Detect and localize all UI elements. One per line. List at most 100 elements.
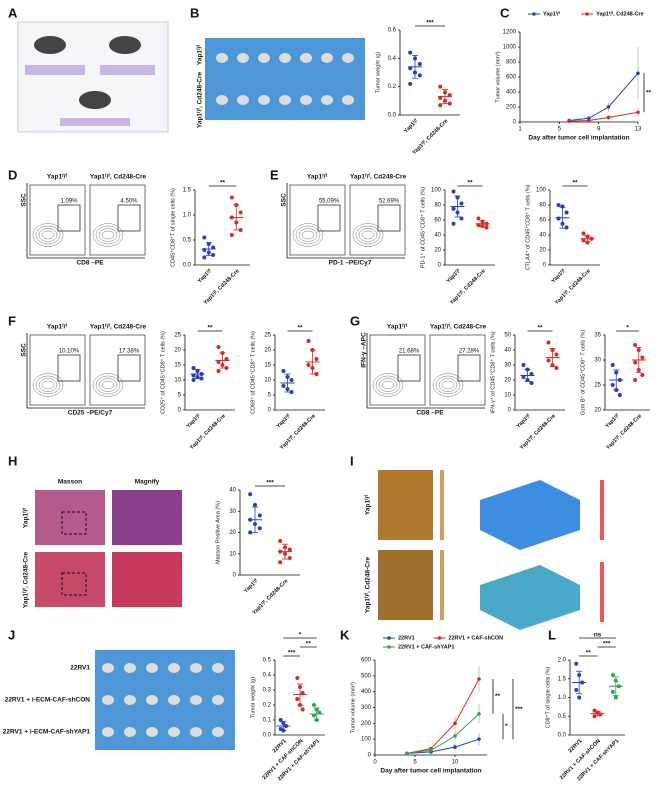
data-point: [306, 339, 311, 343]
data-point: [295, 697, 300, 701]
contour: [32, 373, 64, 397]
y-tick-label: 10: [264, 378, 271, 384]
legend-label: Yap1ᶠ/ᶠ: [543, 10, 561, 17]
y-tick-label: 5: [178, 393, 182, 399]
tumor: [124, 695, 136, 705]
data-point: [453, 721, 457, 726]
contour: [375, 375, 401, 395]
panel-letter: D: [8, 167, 17, 182]
data-point: [429, 748, 433, 753]
data-point: [278, 718, 283, 722]
panel-letter: J: [8, 627, 15, 642]
x-tick-label: 1: [518, 127, 522, 133]
contour: [41, 230, 55, 240]
y-tick-label: 40: [504, 348, 511, 354]
x-tick-label: Yap1ᶠ/ᶠ: [242, 577, 259, 594]
data-point: [211, 253, 216, 257]
legend-marker: [532, 12, 536, 16]
x-tick-label: 5: [558, 127, 562, 133]
x-tick-label: 0: [373, 760, 377, 766]
data-point: [451, 206, 456, 211]
significance-label: ***: [288, 650, 296, 657]
contour: [438, 378, 458, 392]
contour: [92, 223, 124, 247]
x-tick-label: Yap1ᶠ/ᶠ: [185, 412, 202, 429]
y-tick-label: 0: [178, 408, 182, 414]
significance-label: ***: [266, 480, 274, 487]
data-point: [451, 221, 456, 226]
tumor: [237, 95, 249, 105]
data-point: [248, 530, 253, 535]
y-tick-label: 30: [229, 509, 236, 515]
legend-marker: [437, 636, 442, 640]
data-point: [610, 689, 615, 694]
tumor: [321, 95, 333, 105]
flow-header: Yap1ᶠ/ᶠ, Cd248-Cre: [90, 174, 147, 181]
significance-label: **: [306, 641, 312, 648]
y-tick-label: 50: [504, 333, 511, 339]
significance-label: *: [299, 632, 302, 639]
y-tick-label: 20: [594, 408, 601, 414]
tumor: [342, 53, 354, 63]
y-axis-label: Tumor weight (g): [250, 677, 256, 719]
contour: [361, 230, 375, 240]
data-point: [306, 363, 311, 367]
flow-header: Yap1ᶠ/ᶠ: [307, 174, 328, 181]
x-tick-label: Yap1ᶠ/ᶠ: [275, 412, 292, 429]
significance-label: ***: [603, 641, 611, 648]
data-point: [438, 84, 443, 89]
gate: [117, 354, 141, 382]
y-tick-label: 0.0: [183, 263, 192, 269]
data-point: [191, 366, 196, 370]
gate-label: 1.09%: [60, 199, 78, 205]
data-point: [554, 366, 559, 370]
data-point: [202, 255, 207, 260]
significance-label: *: [505, 723, 508, 730]
data-point: [281, 384, 286, 388]
flow-axis: CD25 –PE/Cy7: [68, 410, 113, 417]
row-label: 22RV1 + i-ECM-CAF-shCON: [5, 697, 91, 704]
row-label: Yap1ᶠ/ᶠ, Cd248-Cre: [365, 556, 372, 613]
tumor: [321, 53, 333, 63]
data-point: [314, 357, 319, 361]
y-tick-label: 2.0: [558, 658, 567, 664]
gate: [57, 354, 81, 382]
contour: [32, 223, 64, 247]
y-tick-label: 30: [504, 363, 511, 369]
y-tick-label: 0.1: [263, 718, 272, 724]
panel-letter: C: [500, 5, 510, 20]
data-point: [191, 378, 196, 382]
data-point: [587, 118, 591, 123]
series-line: [406, 738, 480, 754]
data-point: [640, 373, 645, 377]
y-tick-label: 100: [361, 737, 372, 743]
y-tick-label: 10: [174, 378, 181, 384]
x-tick-label: Yap1ᶠ/ᶠ: [550, 267, 567, 284]
tumor: [300, 95, 312, 105]
tumor: [300, 53, 312, 63]
data-point: [229, 195, 234, 200]
y-tick-label: 25: [264, 333, 271, 339]
y-tick-label: 400: [506, 90, 517, 96]
data-point: [238, 228, 243, 232]
tumor: [258, 53, 270, 63]
contour: [41, 380, 55, 390]
y-tick-label: 1.5: [558, 676, 567, 682]
y-tick-label: 0: [268, 408, 272, 414]
data-point: [581, 231, 586, 236]
y-tick-label: 400: [361, 689, 372, 695]
flow-axis: SSC: [21, 193, 28, 207]
y-tick-label: 0: [438, 263, 442, 269]
data-point: [633, 360, 638, 365]
legend-marker: [387, 645, 391, 649]
data-point: [459, 201, 464, 206]
y-tick-label: 40: [434, 233, 441, 239]
y-tick-label: 0.5: [183, 238, 192, 244]
gate: [57, 204, 81, 232]
gate-label: 4.50%: [120, 199, 138, 205]
x-tick-label: Yap1ᶠ/ᶠ: [402, 117, 419, 134]
data-point: [640, 355, 645, 360]
data-point: [202, 235, 207, 240]
gate: [117, 204, 141, 232]
y-tick-label: 0: [543, 263, 547, 269]
